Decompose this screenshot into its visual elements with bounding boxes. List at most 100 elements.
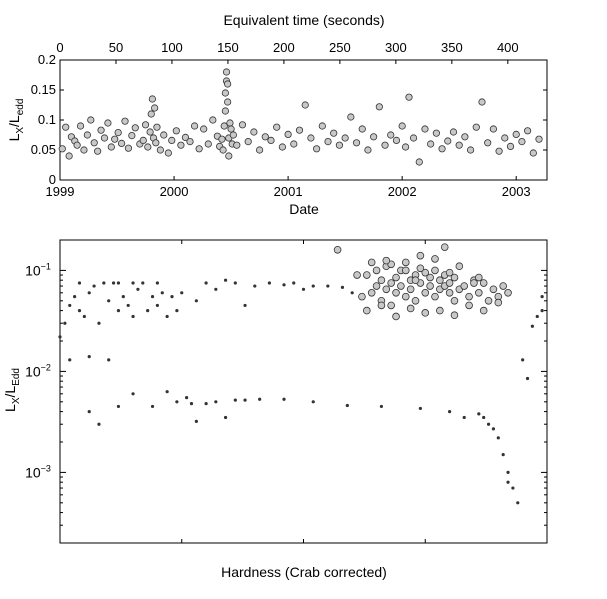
data-point-circle (416, 264, 425, 273)
data-point-dot (292, 281, 296, 285)
data-point-circle (494, 298, 503, 307)
data-point-dot (340, 285, 345, 289)
data-point-dot (73, 295, 77, 299)
data-point-circle (465, 301, 473, 310)
data-point-circle (406, 285, 415, 294)
data-point-dot (116, 308, 121, 313)
data-point-dot (63, 321, 67, 325)
data-point (478, 98, 486, 106)
data-point (190, 122, 199, 130)
data-point (255, 146, 264, 154)
data-point-circle (363, 306, 371, 315)
data-point (153, 123, 161, 131)
data-point (152, 139, 160, 147)
data-point-circle (397, 282, 405, 290)
data-point-dot (258, 397, 262, 401)
data-point-circle (382, 256, 391, 265)
data-point (278, 143, 287, 151)
data-point (250, 128, 258, 136)
data-point (219, 146, 227, 154)
data-point (364, 146, 372, 154)
data-point-circle (406, 304, 415, 313)
data-point (267, 136, 275, 144)
data-point (512, 130, 520, 138)
data-point (222, 68, 231, 76)
data-point (141, 121, 150, 129)
data-point-dot (111, 281, 116, 285)
data-point (83, 131, 91, 139)
data-point-dot (448, 409, 452, 414)
data-point (121, 117, 129, 125)
x-tick-label: 2000 (160, 184, 189, 199)
x-tick-label: 1999 (46, 184, 75, 199)
data-point-dot (141, 281, 145, 285)
data-point-circle (372, 266, 381, 275)
data-point-circle (479, 279, 488, 287)
data-point (506, 142, 515, 150)
data-point (220, 122, 228, 130)
data-point-dot (223, 278, 228, 282)
data-point-dot (540, 295, 544, 299)
data-point-circle (421, 268, 430, 277)
data-point (168, 136, 176, 144)
data-point (114, 129, 122, 137)
top-axis-tick-label: 0 (56, 40, 63, 55)
data-point-dot (121, 295, 125, 299)
data-point-dot (92, 284, 96, 288)
data-point (144, 143, 152, 151)
data-point (358, 125, 366, 133)
data-point-dot (214, 400, 218, 404)
data-point-dot (68, 358, 72, 362)
data-point-dot (491, 427, 496, 431)
data-point (524, 127, 532, 135)
data-point-circle (431, 266, 439, 275)
data-point-circle (450, 311, 459, 320)
data-point-circle (358, 292, 366, 301)
bottom-y-axis-label: LX/LEdd (2, 368, 22, 412)
data-point (181, 133, 190, 141)
data-point-dot (462, 415, 466, 420)
data-point (484, 139, 492, 147)
data-point (100, 134, 109, 142)
data-point-dot (326, 284, 330, 288)
data-point-circle (377, 276, 386, 284)
data-point-dot (253, 284, 257, 288)
data-point-circle (377, 301, 386, 310)
data-point (124, 144, 133, 152)
data-point-dot (170, 295, 174, 299)
data-point (444, 137, 452, 145)
data-point (489, 125, 497, 133)
data-point (392, 136, 401, 144)
data-point-dot (87, 409, 91, 414)
data-point (104, 119, 112, 127)
data-point (495, 147, 503, 155)
data-point (398, 122, 406, 130)
data-point (387, 131, 395, 139)
data-point-circle (450, 273, 459, 282)
data-point-dot (204, 281, 208, 285)
data-point-dot (194, 299, 198, 303)
data-point (421, 125, 429, 133)
data-point (87, 116, 95, 124)
data-point (415, 158, 423, 166)
data-point-dot (126, 303, 130, 308)
data-point-circle (372, 282, 381, 290)
top-x-ticks: 1999 2000 2001 2002 2003 (46, 176, 531, 199)
data-point-dot (282, 283, 286, 287)
data-point (156, 146, 164, 154)
data-point (427, 140, 435, 148)
data-point-dot (146, 308, 150, 313)
data-point (233, 141, 241, 149)
data-point (195, 145, 203, 153)
data-point-circle (411, 276, 420, 284)
data-point (62, 123, 70, 131)
data-point (111, 135, 119, 143)
data-point-circle (367, 289, 376, 297)
data-point (501, 134, 509, 142)
data-point-dot (516, 501, 520, 505)
bottom-panel: 10−1 10−2 10−3 Hardness (Crab corrected) L… (2, 239, 548, 580)
data-point-dot (58, 335, 62, 339)
data-point-dot (82, 314, 86, 319)
data-point-dot (165, 390, 169, 394)
data-point (229, 131, 237, 139)
